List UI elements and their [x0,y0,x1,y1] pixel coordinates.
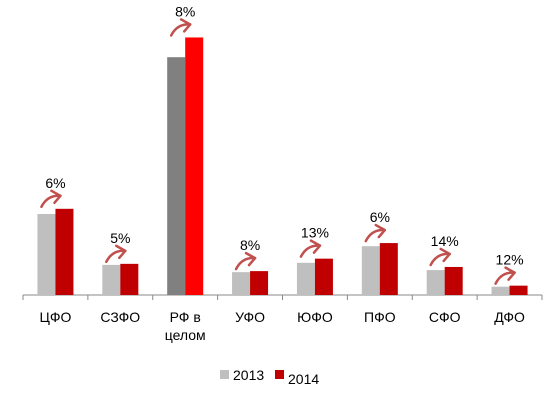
bar-2014 [120,263,139,295]
up-right-arrow-head [504,266,516,281]
growth-label: 12% [496,252,524,268]
bar-2014 [509,285,528,295]
category-label: ЮФО [297,309,333,325]
up-right-arrow-head [115,244,127,260]
bar-2013 [426,270,445,295]
bar-2013 [102,264,121,295]
bar-2014 [55,208,74,295]
bar-2014 [185,37,204,295]
growth-label: 13% [301,225,329,241]
growth-label: 6% [45,175,65,191]
growth-label: 14% [431,233,459,249]
category-label: ПФО [364,309,396,325]
growth-label: 8% [175,3,195,19]
category-label: УФО [235,309,265,325]
bar-2014 [250,271,269,295]
up-right-arrow-head [244,251,257,267]
legend-swatch-2014 [275,370,284,379]
bar-2013 [361,246,380,295]
category-label: СФО [429,309,461,325]
legend-swatch-2013 [220,370,229,379]
growth-label: 5% [110,230,130,246]
category-label: целом [165,327,206,343]
bar-2014 [379,243,398,295]
bar-2013 [296,262,315,295]
category-label: ЦФО [39,309,71,325]
up-right-arrow-head [179,18,192,33]
bar-2014 [314,258,333,295]
legend-label-2014: 2014 [288,371,319,387]
category-label: РФ в [170,309,201,325]
growth-label: 6% [370,209,390,225]
growth-label: 8% [240,237,260,253]
bar-2014 [444,266,463,295]
bar-2013 [491,286,510,295]
bar-2013 [37,214,56,295]
legend-label-2013: 2013 [233,367,264,383]
bar-2013 [232,272,251,295]
up-right-arrow-head [50,189,62,205]
up-right-arrow-head [374,223,387,239]
category-label: ДФО [494,309,525,325]
category-label: СЗФО [100,309,140,325]
bar-2013 [167,57,186,295]
up-right-arrow-head [309,239,322,254]
up-right-arrow-head [439,247,451,263]
